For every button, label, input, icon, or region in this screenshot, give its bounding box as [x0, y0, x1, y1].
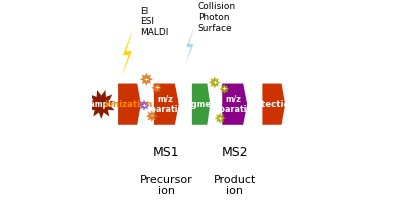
Text: Product
ion: Product ion — [214, 175, 256, 196]
Polygon shape — [146, 110, 158, 122]
Text: +: + — [141, 103, 147, 108]
Polygon shape — [185, 25, 195, 66]
Text: m/z
separation: m/z separation — [141, 95, 190, 113]
Polygon shape — [121, 28, 134, 78]
Text: +: + — [222, 86, 227, 92]
Text: MS2: MS2 — [222, 146, 248, 159]
Text: EI
ESI
MALDI: EI ESI MALDI — [140, 7, 169, 37]
Text: +: + — [154, 85, 159, 90]
Polygon shape — [219, 84, 229, 94]
Polygon shape — [215, 113, 226, 124]
Text: -: - — [150, 113, 153, 119]
Text: ionization: ionization — [104, 100, 153, 109]
Polygon shape — [138, 100, 150, 111]
Text: Collision
Photon
Surface: Collision Photon Surface — [198, 2, 236, 33]
Polygon shape — [87, 90, 116, 119]
Polygon shape — [222, 84, 247, 125]
Polygon shape — [140, 73, 153, 86]
Text: Precursor
ion: Precursor ion — [140, 175, 193, 196]
Text: fragment: fragment — [178, 100, 222, 109]
Polygon shape — [192, 84, 210, 125]
Text: MS1: MS1 — [153, 146, 180, 159]
Text: +: + — [218, 116, 223, 121]
Polygon shape — [262, 84, 285, 125]
Polygon shape — [151, 82, 162, 93]
Polygon shape — [154, 84, 179, 125]
Text: m/z
separation: m/z separation — [209, 95, 258, 113]
Text: +: + — [212, 80, 217, 85]
Text: sample: sample — [86, 100, 117, 109]
Text: +: + — [144, 77, 149, 82]
Polygon shape — [118, 84, 141, 125]
Text: detection: detection — [250, 100, 296, 109]
Polygon shape — [209, 77, 221, 88]
